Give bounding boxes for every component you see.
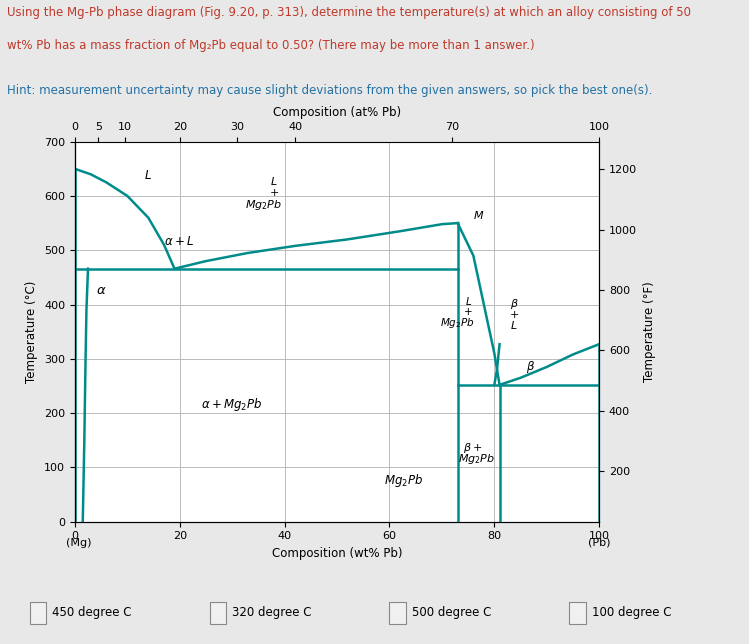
Text: $\alpha+L$: $\alpha+L$ [164, 235, 194, 248]
Bar [210, 601, 226, 623]
Text: $\beta +$: $\beta +$ [463, 441, 482, 455]
X-axis label: Composition (at% Pb): Composition (at% Pb) [273, 106, 401, 119]
Text: wt% Pb has a mass fraction of Mg₂Pb equal to 0.50? (There may be more than 1 ans: wt% Pb has a mass fraction of Mg₂Pb equa… [7, 39, 535, 52]
Text: (Pb): (Pb) [588, 538, 610, 548]
Bar [30, 601, 46, 623]
Text: $M$: $M$ [473, 209, 485, 221]
Text: $Mg_2Pb$: $Mg_2Pb$ [245, 198, 282, 212]
Text: +: + [464, 307, 473, 317]
Text: $Mg_2Pb$: $Mg_2Pb$ [458, 452, 495, 466]
Text: +: + [510, 310, 520, 320]
Y-axis label: Temperature (°C): Temperature (°C) [25, 281, 38, 383]
Text: Hint: measurement uncertainty may cause slight deviations from the given answers: Hint: measurement uncertainty may cause … [7, 84, 653, 97]
Text: $Mg_2Pb$: $Mg_2Pb$ [440, 316, 475, 330]
X-axis label: Composition (wt% Pb): Composition (wt% Pb) [272, 547, 402, 560]
Bar [569, 601, 586, 623]
Text: Using the Mg-Pb phase diagram (Fig. 9.20, p. 313), determine the temperature(s) : Using the Mg-Pb phase diagram (Fig. 9.20… [7, 6, 691, 19]
Text: (Mg): (Mg) [66, 538, 91, 548]
Text: $L$: $L$ [464, 294, 472, 307]
Text: $Mg_2Pb$: $Mg_2Pb$ [384, 471, 423, 489]
Text: 450 degree C: 450 degree C [52, 605, 132, 619]
Text: 100 degree C: 100 degree C [592, 605, 671, 619]
Text: 500 degree C: 500 degree C [412, 605, 491, 619]
Y-axis label: Temperature (°F): Temperature (°F) [643, 281, 655, 382]
Text: $L$: $L$ [270, 175, 278, 187]
Text: $\beta$: $\beta$ [510, 298, 519, 311]
Bar [389, 601, 406, 623]
Text: +: + [270, 188, 279, 198]
Text: $L$: $L$ [145, 169, 152, 182]
Text: $\alpha$: $\alpha$ [96, 283, 106, 297]
Text: $\beta$: $\beta$ [526, 359, 535, 375]
Text: $L$: $L$ [510, 319, 518, 331]
Text: 320 degree C: 320 degree C [232, 605, 312, 619]
Text: $\alpha + Mg_2Pb$: $\alpha + Mg_2Pb$ [201, 395, 262, 413]
